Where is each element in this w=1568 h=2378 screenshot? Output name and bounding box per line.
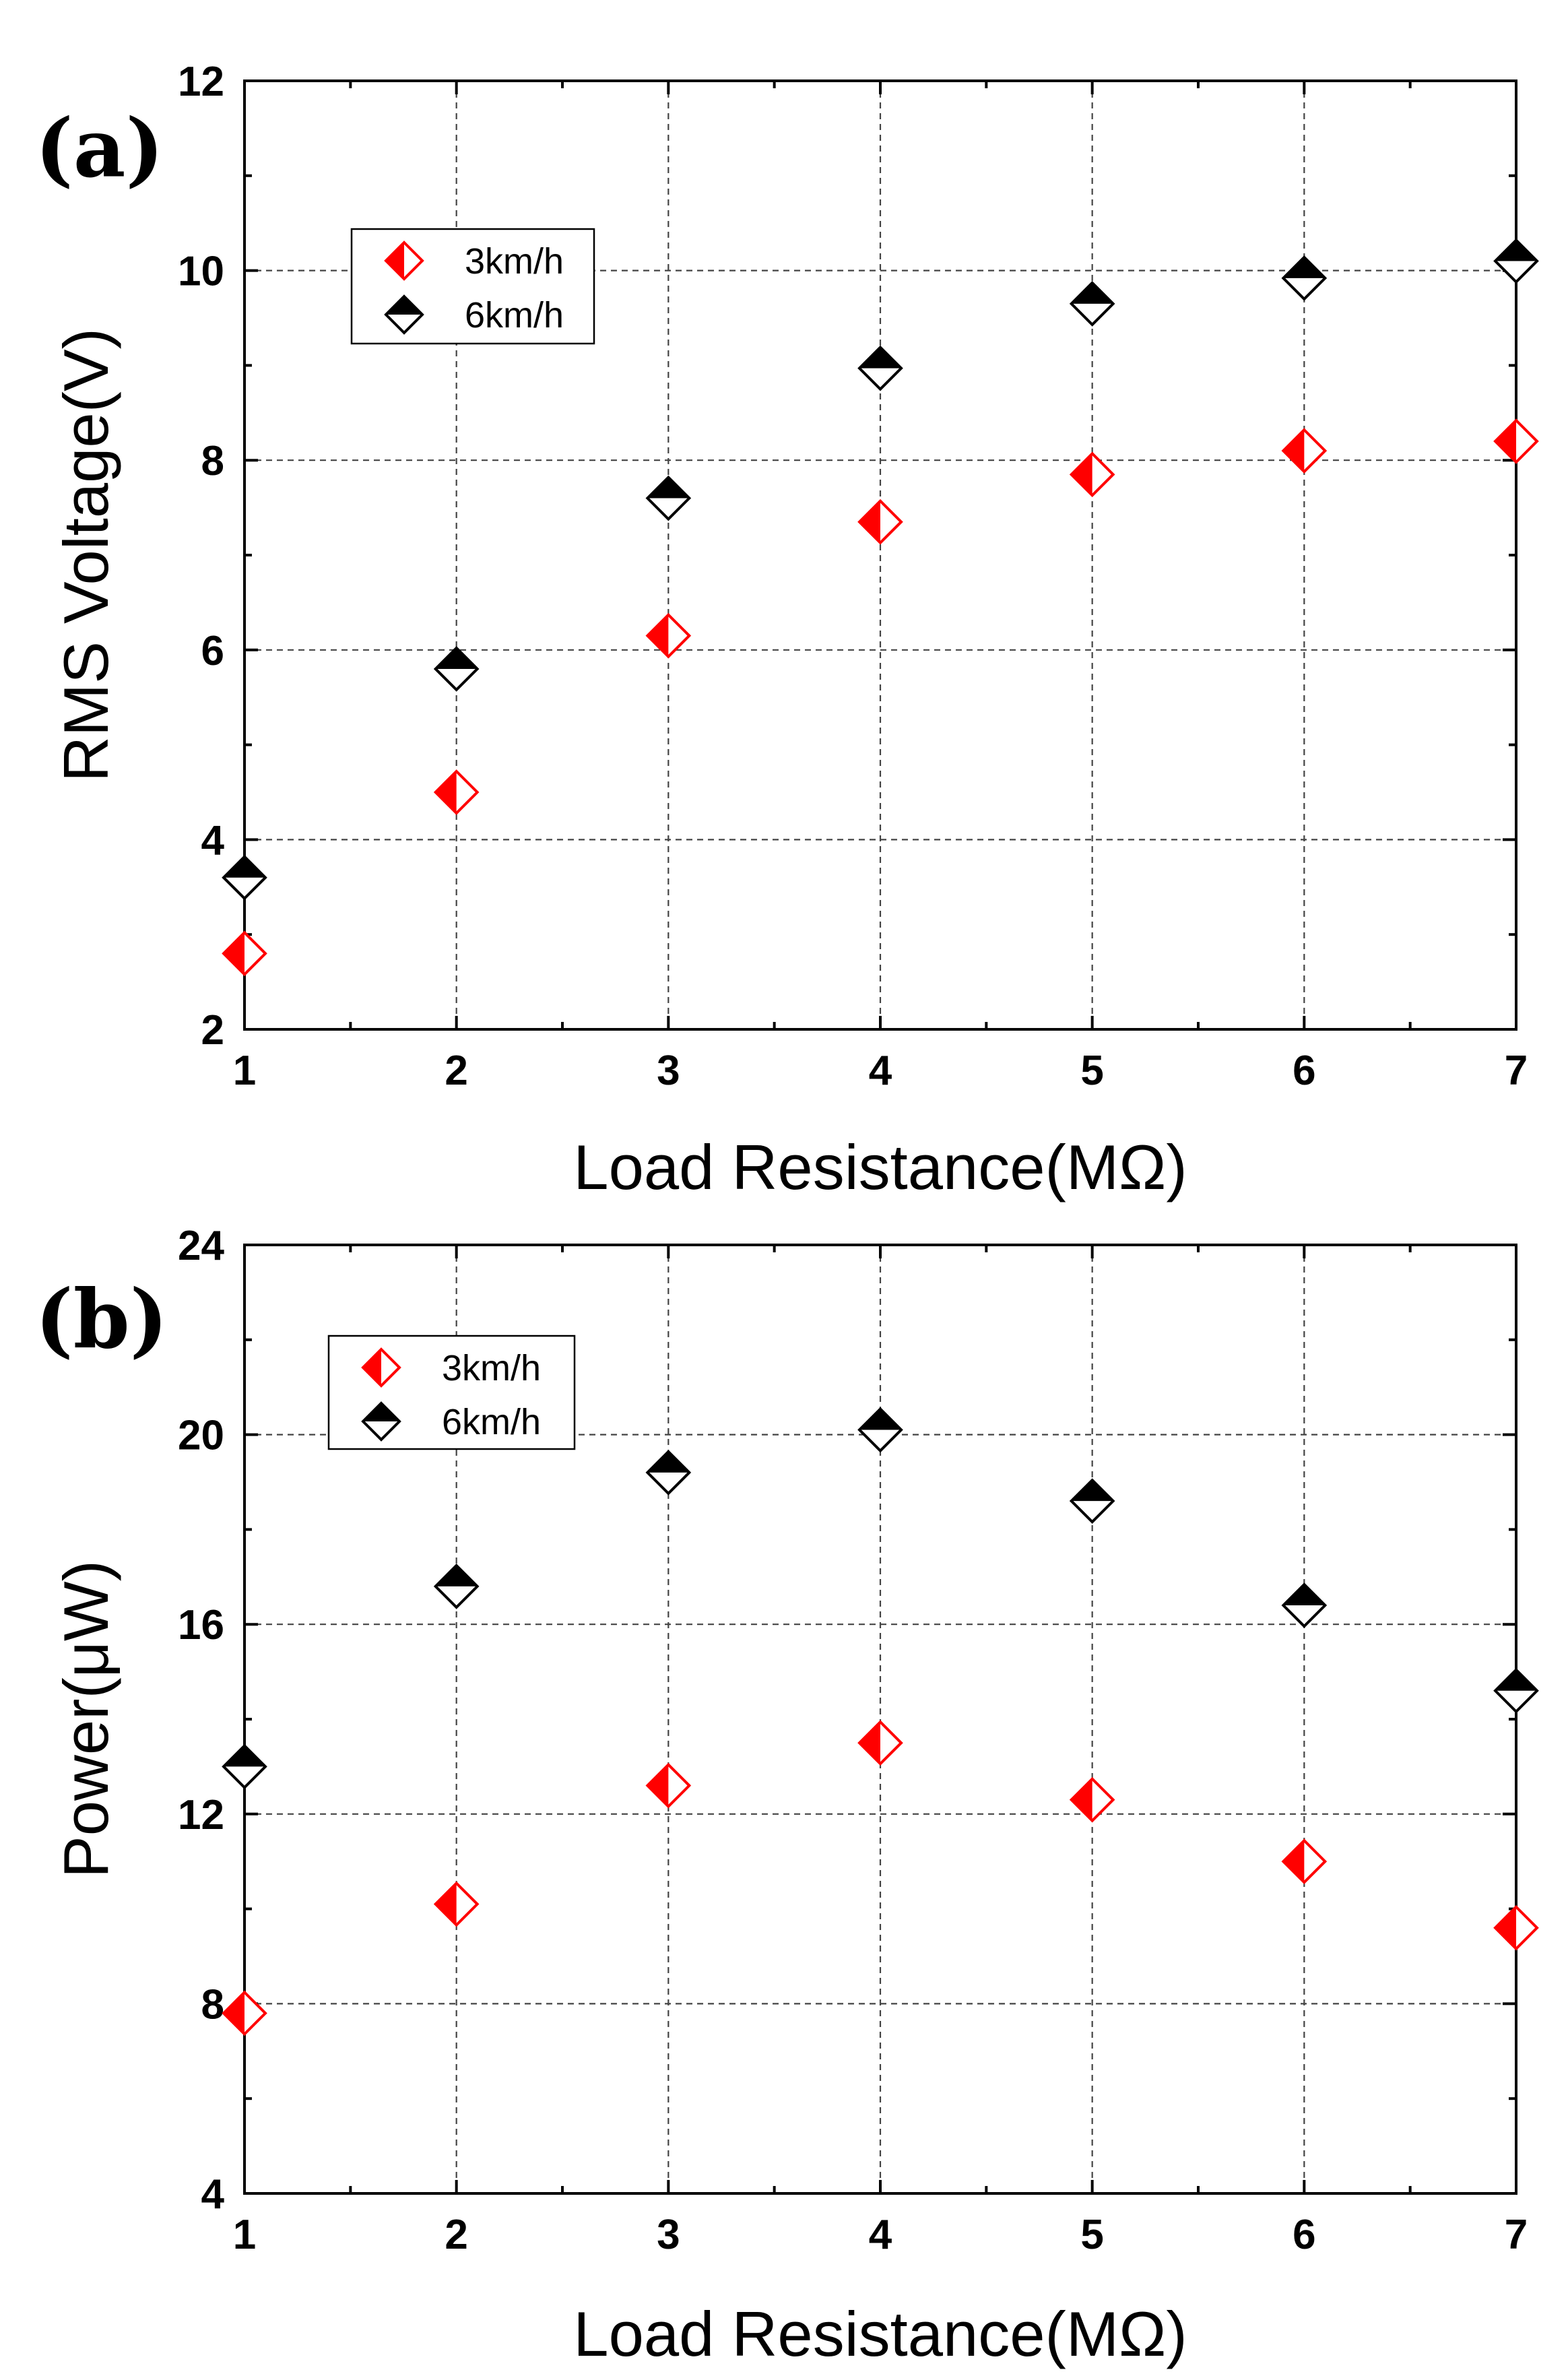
- x-tick-label: 4: [869, 1048, 892, 1094]
- data-point-6kmh: [433, 1564, 480, 1609]
- data-point-3kmh: [645, 1762, 692, 1809]
- panel-b-legend-marker-6kmh: [361, 1401, 401, 1442]
- panel-a-x-axis-title: Load Resistance(MΩ): [573, 1132, 1187, 1202]
- panel-a-y-axis-title: RMS Voltage(V): [51, 328, 121, 782]
- x-tick-label: 2: [445, 2212, 467, 2258]
- y-tick-label: 6: [201, 628, 224, 674]
- x-tick-label: 2: [445, 1048, 467, 1094]
- data-point-3kmh: [222, 1990, 267, 2036]
- y-tick-label: 10: [178, 249, 224, 295]
- data-point-3kmh: [1069, 1776, 1115, 1823]
- panel-a-legend-label-3kmh: 3km/h: [465, 241, 564, 282]
- panel-b-legend-label-6kmh: 6km/h: [442, 1402, 541, 1442]
- x-tick-label: 3: [657, 1048, 680, 1094]
- panel-b-x-axis-title: Load Resistance(MΩ): [573, 2299, 1187, 2369]
- data-point-3kmh: [433, 1881, 480, 1927]
- data-point-3kmh: [1069, 451, 1115, 498]
- panel-a-legend-label-6kmh: 6km/h: [465, 295, 564, 335]
- legend-diamond-icon: [384, 294, 424, 335]
- data-point-6kmh: [1281, 1582, 1328, 1628]
- data-point-6kmh: [645, 1450, 692, 1496]
- x-tick-label: 3: [657, 2212, 680, 2258]
- x-tick-label: 6: [1293, 1048, 1315, 1094]
- data-point-6kmh: [857, 345, 903, 391]
- x-tick-label: 6: [1293, 2212, 1315, 2258]
- data-point-3kmh: [1493, 418, 1539, 464]
- y-tick-label: 8: [201, 438, 224, 484]
- y-tick-label: 12: [178, 59, 224, 105]
- x-tick-label: 5: [1080, 2212, 1103, 2258]
- data-point-6kmh: [1069, 281, 1115, 327]
- y-tick-label: 20: [178, 1413, 224, 1459]
- data-point-6kmh: [433, 646, 480, 692]
- panel-b-y-axis-title: Power(μW): [51, 1560, 121, 1878]
- data-point-3kmh: [1493, 1904, 1539, 1951]
- legend-diamond-icon: [384, 240, 424, 281]
- data-point-6kmh: [1493, 1667, 1539, 1714]
- data-point-6kmh: [645, 475, 692, 521]
- y-tick-label: 16: [178, 1602, 224, 1648]
- panel-a-label: (a): [35, 101, 164, 196]
- data-point-6kmh: [222, 1743, 267, 1790]
- data-point-6kmh: [1493, 238, 1539, 284]
- y-tick-label: 4: [201, 817, 225, 864]
- panel-a-legend-marker-3kmh: [384, 240, 424, 281]
- y-tick-label: 8: [201, 1981, 224, 2028]
- data-point-3kmh: [1281, 1838, 1328, 1885]
- x-tick-label: 1: [233, 1048, 256, 1094]
- panel-b-legend-marker-3kmh: [361, 1347, 401, 1388]
- y-tick-label: 24: [178, 1223, 224, 1269]
- y-tick-label: 2: [201, 1007, 224, 1054]
- legend-diamond-icon: [361, 1347, 401, 1388]
- data-point-3kmh: [222, 930, 267, 977]
- data-point-3kmh: [645, 612, 692, 659]
- panel-b-legend-label-3kmh: 3km/h: [442, 1348, 541, 1388]
- panel-b-label: (b): [35, 1272, 168, 1367]
- x-tick-label: 7: [1505, 1048, 1528, 1094]
- data-point-3kmh: [857, 1720, 903, 1766]
- data-point-6kmh: [1069, 1478, 1115, 1524]
- x-tick-label: 5: [1080, 1048, 1103, 1094]
- data-point-3kmh: [433, 769, 480, 815]
- x-tick-label: 1: [233, 2212, 256, 2258]
- panel-b-legend: 3km/h 6km/h: [327, 1335, 576, 1450]
- y-tick-label: 12: [178, 1792, 224, 1838]
- data-point-6kmh: [1281, 255, 1328, 301]
- x-tick-label: 4: [869, 2212, 892, 2258]
- x-tick-label: 7: [1505, 2212, 1528, 2258]
- panel-a-legend-marker-6kmh: [384, 294, 424, 335]
- data-point-3kmh: [857, 499, 903, 545]
- data-point-3kmh: [1281, 428, 1328, 474]
- data-point-6kmh: [857, 1407, 903, 1453]
- y-tick-label: 4: [201, 2171, 225, 2218]
- legend-diamond-icon: [361, 1401, 401, 1442]
- data-point-6kmh: [222, 854, 267, 901]
- panel-a-legend: 3km/h 6km/h: [350, 228, 595, 345]
